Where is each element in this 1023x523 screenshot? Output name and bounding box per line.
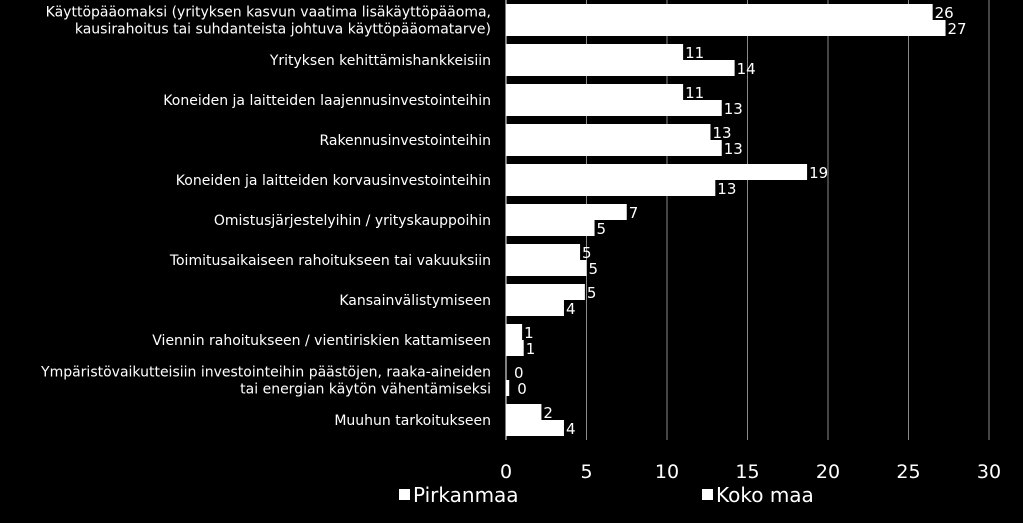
- bar-pirkanmaa: [506, 124, 711, 140]
- category-label: tai energian käytön vähentämiseksi: [240, 382, 491, 398]
- value-label-koko-maa: 0: [517, 380, 527, 398]
- value-label-pirkanmaa: 2: [543, 404, 553, 422]
- bar-koko-maa: [506, 260, 587, 276]
- value-label-koko-maa: 4: [566, 300, 576, 318]
- legend-label-koko-maa: Koko maa: [716, 483, 814, 507]
- legend: Pirkanmaa Koko maa: [399, 483, 814, 507]
- bar-koko-maa: [506, 380, 510, 396]
- category-label: Käyttöpääomaksi (yrityksen kasvun vaatim…: [46, 5, 491, 21]
- category-label: Muuhun tarkoitukseen: [334, 413, 491, 429]
- value-label-pirkanmaa: 13: [712, 124, 731, 142]
- bar-pirkanmaa: [506, 404, 542, 420]
- category-label: Viennin rahoitukseen / vientiriskien kat…: [152, 333, 491, 349]
- value-label-koko-maa: 4: [566, 420, 576, 438]
- bars: [506, 4, 946, 436]
- bar-koko-maa: [506, 100, 722, 116]
- value-label-pirkanmaa: 0: [514, 364, 524, 382]
- bar-pirkanmaa: [506, 204, 627, 220]
- bar-koko-maa: [506, 220, 595, 236]
- value-label-pirkanmaa: 11: [685, 44, 704, 62]
- x-tick-label: 20: [816, 461, 840, 483]
- bar-pirkanmaa: [506, 324, 523, 340]
- bar-pirkanmaa: [506, 164, 808, 180]
- bar-koko-maa: [506, 180, 716, 196]
- category-label: Ympäristövaikutteisiin investointeihin p…: [40, 365, 491, 381]
- category-label: Koneiden ja laitteiden laajennusinvestoi…: [163, 93, 491, 109]
- value-label-koko-maa: 13: [717, 180, 736, 198]
- legend-label-pirkanmaa: Pirkanmaa: [413, 483, 519, 507]
- value-label-koko-maa: 1: [526, 340, 536, 358]
- x-tick-label: 25: [896, 461, 920, 483]
- category-label: Yrityksen kehittämishankkeisiin: [269, 53, 491, 69]
- category-label: kausirahoitus tai suhdanteista johtuva k…: [75, 22, 491, 38]
- value-label-koko-maa: 13: [724, 100, 743, 118]
- bar-pirkanmaa: [506, 4, 933, 20]
- category-label: Kansainvälistymiseen: [339, 293, 491, 309]
- legend-swatch-pirkanmaa: [399, 489, 410, 500]
- value-label-pirkanmaa: 19: [809, 164, 828, 182]
- value-label-koko-maa: 27: [948, 20, 967, 38]
- value-label-pirkanmaa: 5: [582, 244, 592, 262]
- value-label-pirkanmaa: 1: [524, 324, 534, 342]
- value-label-pirkanmaa: 11: [685, 84, 704, 102]
- bar-pirkanmaa: [506, 244, 581, 260]
- legend-swatch-koko-maa: [702, 489, 713, 500]
- category-label: Koneiden ja laitteiden korvausinvestoint…: [176, 173, 491, 189]
- bar-koko-maa: [506, 20, 946, 36]
- bar-pirkanmaa: [506, 44, 684, 60]
- value-label-pirkanmaa: 5: [587, 284, 597, 302]
- bar-koko-maa: [506, 420, 564, 436]
- value-label-koko-maa: 14: [737, 60, 756, 78]
- bar-koko-maa: [506, 340, 524, 356]
- x-tick-label: 5: [580, 461, 592, 483]
- bar-koko-maa: [506, 60, 735, 76]
- x-tick-label: 15: [735, 461, 759, 483]
- value-label-pirkanmaa: 26: [935, 4, 954, 22]
- x-axis-ticks: 0 5 10 15 20 25 30: [500, 461, 1001, 483]
- value-label-pirkanmaa: 7: [629, 204, 639, 222]
- category-label: Toimitusaikaiseen rahoitukseen tai vakuu…: [169, 253, 491, 269]
- x-tick-label: 30: [977, 461, 1001, 483]
- bar-pirkanmaa: [506, 284, 585, 300]
- bar-pirkanmaa: [506, 84, 684, 100]
- x-tick-label: 0: [500, 461, 512, 483]
- category-labels: Käyttöpääomaksi (yrityksen kasvun vaatim…: [40, 5, 491, 430]
- category-label: Omistusjärjestelyihin / yrityskauppoihin: [214, 213, 491, 229]
- category-label: Rakennusinvestointeihin: [319, 133, 491, 149]
- bar-koko-maa: [506, 140, 722, 156]
- x-tick-label: 10: [655, 461, 679, 483]
- value-label-koko-maa: 13: [724, 140, 743, 158]
- bar-koko-maa: [506, 300, 564, 316]
- value-label-koko-maa: 5: [597, 220, 607, 238]
- value-label-koko-maa: 5: [589, 260, 599, 278]
